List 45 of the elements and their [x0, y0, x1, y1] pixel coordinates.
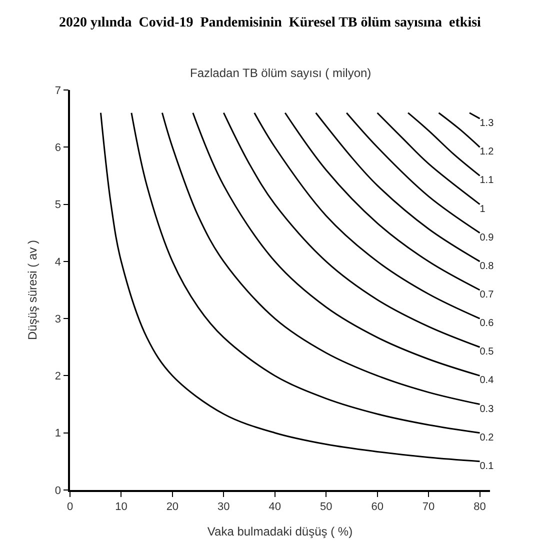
chart-title: 2020 yılında Covid-19 Pandemisinin Küresel TB ölüm sayısına etkisi	[59, 15, 482, 30]
x-tick-label: 50	[320, 500, 332, 513]
series-label: 0.3	[480, 404, 494, 415]
series-label: 0.8	[480, 260, 494, 272]
x-tick-label: 80	[474, 500, 486, 513]
chart-subtitle: Fazladan TB ölüm sayısı ( milyon)	[190, 66, 372, 80]
series-label: 0.6	[480, 318, 494, 330]
y-tick-label: 2	[54, 370, 62, 383]
series-label: 0.4	[480, 375, 494, 386]
line-series	[254, 112, 481, 320]
y-tick-label: 0	[54, 484, 62, 497]
series-label: 1.2	[480, 146, 494, 158]
y-tick-label: 3	[54, 313, 62, 326]
series-label: 1	[480, 204, 486, 215]
x-tick-label: 20	[166, 500, 179, 513]
line-series	[284, 112, 481, 291]
line-series	[100, 112, 481, 462]
y-tick-label: 6	[54, 142, 62, 154]
x-tick-label: 70	[422, 500, 435, 513]
x-tick-label: 30	[218, 500, 230, 513]
series-label: 1.3	[480, 118, 494, 130]
y-tick-label: 4	[54, 256, 62, 268]
series-label: 0.1	[480, 460, 494, 472]
line-series	[315, 112, 481, 262]
y-tick-label: 1	[54, 428, 62, 440]
line-series	[130, 112, 481, 434]
x-tick-label: 60	[371, 500, 384, 513]
series-label: 0.5	[480, 346, 494, 358]
series-label: 1.1	[480, 175, 494, 186]
line-series	[161, 112, 481, 406]
line-series	[192, 112, 481, 376]
x-tick-label: 10	[115, 500, 128, 513]
y-tick-label: 5	[54, 199, 62, 212]
series-label: 0.9	[480, 232, 494, 244]
line-series	[407, 112, 481, 176]
series-label: 0.2	[480, 432, 494, 444]
y-tick-label: 7	[54, 84, 62, 97]
line-series	[376, 112, 481, 206]
line-series	[222, 112, 481, 348]
x-tick-label: 40	[268, 500, 282, 513]
line-series	[346, 112, 481, 234]
y-axis-title: Düşüş süresi ( av )	[26, 240, 40, 340]
x-tick-label: 0	[66, 500, 74, 513]
series-label: 0.7	[480, 290, 494, 300]
x-axis-title: Vaka bulmadaki düşüş ( %)	[207, 524, 353, 538]
